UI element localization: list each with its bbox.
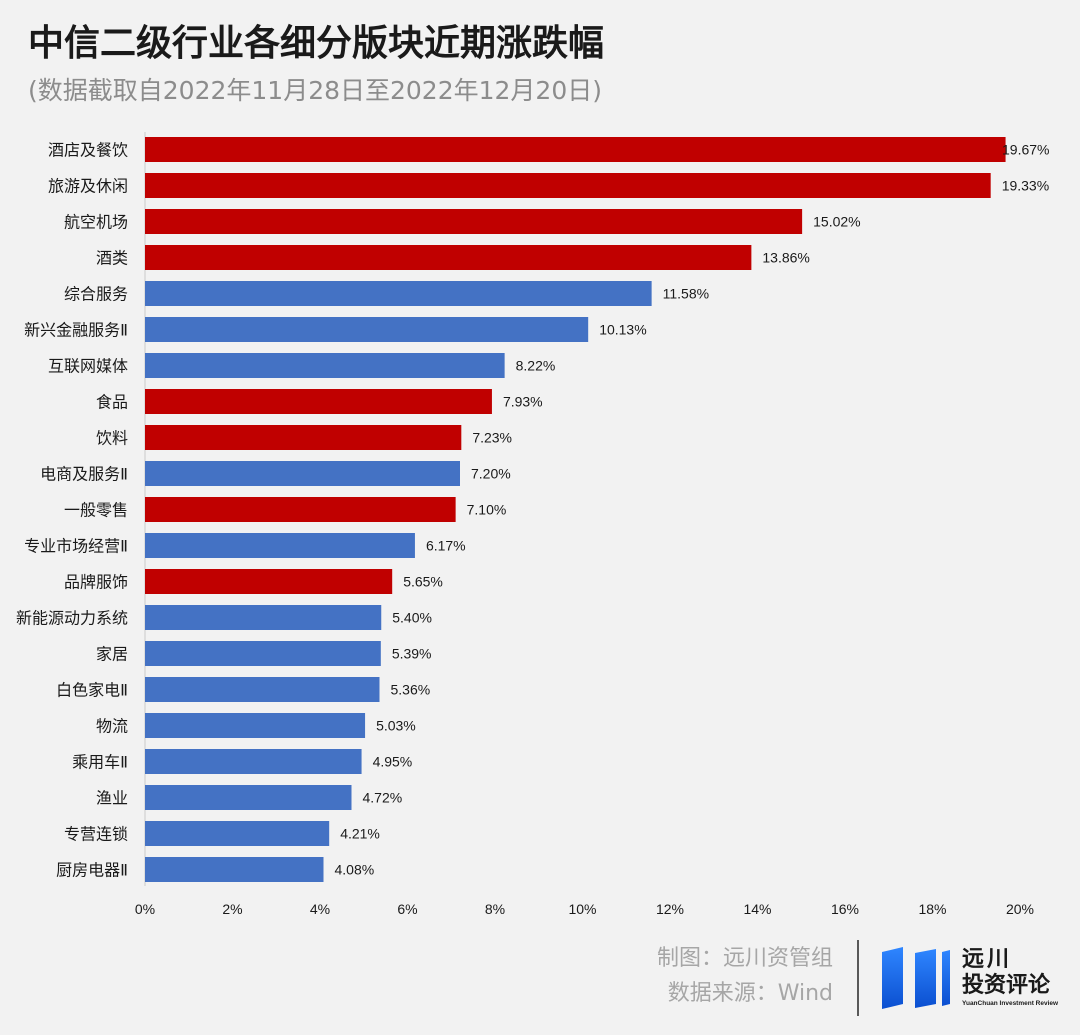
category-label-14: 新能源动力系统 <box>16 609 128 628</box>
x-tick-label-6: 10% <box>568 901 596 917</box>
category-label-12: 专业市场经营Ⅱ <box>24 537 128 556</box>
bar-18 <box>145 749 362 774</box>
category-label-16: 白色家电Ⅱ <box>56 681 128 700</box>
x-tick-label-4: 6% <box>397 901 417 917</box>
bar-11 <box>145 497 456 522</box>
bar-20 <box>145 821 330 846</box>
x-tick-label-8: 14% <box>743 901 771 917</box>
category-label-10: 电商及服务Ⅱ <box>40 465 128 484</box>
bar-4 <box>145 245 752 270</box>
bar-17 <box>145 713 366 738</box>
bar-19 <box>145 785 352 810</box>
value-label-12: 6.17% <box>426 538 466 554</box>
value-label-11: 7.10% <box>467 502 507 518</box>
bar-3 <box>145 209 803 234</box>
category-label-4: 酒类 <box>96 249 128 268</box>
x-tick-label-11: 20% <box>1006 901 1034 917</box>
category-label-8: 食品 <box>96 393 128 412</box>
value-label-6: 10.13% <box>599 322 646 338</box>
value-labels-group: 19.67% 19.33% 15.02% 13.86% 11.58% 10.13% 8.22… <box>335 142 1050 878</box>
x-tick-label-5: 8% <box>485 901 505 917</box>
logo-name-line1: 远川 <box>962 947 1013 972</box>
bar-8 <box>145 389 492 414</box>
bar-15 <box>145 641 381 666</box>
x-tick-label-2: 2% <box>222 901 242 917</box>
bars-group <box>145 137 1006 882</box>
chart-title: 中信二级行业各细分版块近期涨跌幅 <box>28 23 605 64</box>
bar-6 <box>145 317 589 342</box>
footer-divider <box>857 940 859 1016</box>
value-label-15: 5.39% <box>392 646 432 662</box>
category-label-19: 渔业 <box>96 789 128 808</box>
bar-12 <box>145 533 415 558</box>
category-label-17: 物流 <box>96 717 128 736</box>
category-label-20: 专营连锁 <box>64 825 128 844</box>
bar-21 <box>145 857 324 882</box>
bar-2 <box>145 173 991 198</box>
value-label-19: 4.72% <box>363 790 403 806</box>
bar-1 <box>145 137 1006 162</box>
logo-bar-3 <box>942 950 950 1006</box>
value-label-1: 19.67% <box>1002 142 1049 158</box>
x-tick-labels-group: 0% 2% 4% 6% 8% 10% 12% 14% 16% 18% 20% <box>135 901 1034 917</box>
category-label-2: 旅游及休闲 <box>48 177 128 196</box>
x-tick-label-1: 0% <box>135 901 155 917</box>
value-label-2: 19.33% <box>1002 178 1049 194</box>
category-label-13: 品牌服饰 <box>64 573 128 592</box>
logo-tagline: YuanChuan Investment Review <box>962 1000 1059 1007</box>
bar-10 <box>145 461 460 486</box>
bar-7 <box>145 353 505 378</box>
value-label-14: 5.40% <box>392 610 432 626</box>
logo-name-line2: 投资评论 <box>962 973 1051 998</box>
value-label-4: 13.86% <box>762 250 809 266</box>
category-label-6: 新兴金融服务Ⅱ <box>24 321 128 340</box>
value-label-16: 5.36% <box>391 682 431 698</box>
value-label-3: 15.02% <box>813 214 860 230</box>
value-label-8: 7.93% <box>503 394 543 410</box>
value-label-7: 8.22% <box>516 358 556 374</box>
category-label-18: 乘用车Ⅱ <box>72 753 128 772</box>
value-label-18: 4.95% <box>373 754 413 770</box>
value-label-5: 11.58% <box>663 286 709 302</box>
category-label-5: 综合服务 <box>64 285 128 304</box>
category-label-9: 饮料 <box>96 429 128 448</box>
bar-9 <box>145 425 462 450</box>
value-label-10: 7.20% <box>471 466 511 482</box>
category-label-7: 互联网媒体 <box>48 357 128 376</box>
x-tick-label-7: 12% <box>656 901 684 917</box>
footer-credit: 制图：远川资管组 <box>656 946 833 971</box>
value-label-17: 5.03% <box>376 718 416 734</box>
category-label-1: 酒店及餐饮 <box>48 141 128 160</box>
bar-5 <box>145 281 652 306</box>
category-label-3: 航空机场 <box>64 213 128 232</box>
x-tick-label-10: 18% <box>918 901 946 917</box>
value-label-21: 4.08% <box>335 862 375 878</box>
value-label-13: 5.65% <box>403 574 443 590</box>
value-label-9: 7.23% <box>472 430 512 446</box>
chart-subtitle: (数据截取自2022年11月28日至2022年12月20日) <box>28 76 603 105</box>
bar-13 <box>145 569 393 594</box>
logo-bar-1 <box>882 947 903 1009</box>
value-label-20: 4.21% <box>340 826 380 842</box>
logo-mark-icon <box>882 947 950 1009</box>
category-label-15: 家居 <box>96 645 128 664</box>
x-tick-label-3: 4% <box>310 901 330 917</box>
category-label-21: 厨房电器Ⅱ <box>56 861 128 880</box>
x-tick-label-9: 16% <box>831 901 859 917</box>
bar-16 <box>145 677 380 702</box>
bar-14 <box>145 605 382 630</box>
footer-source: 数据来源：Wind <box>667 981 833 1006</box>
category-label-11: 一般零售 <box>64 501 128 520</box>
logo-bar-2 <box>915 949 936 1008</box>
